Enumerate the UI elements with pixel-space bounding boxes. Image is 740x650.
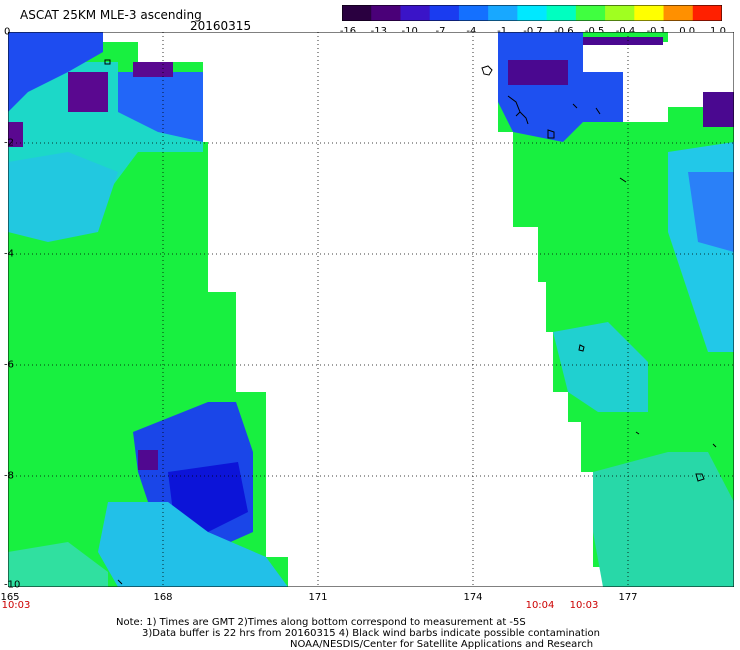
left-swath-purple-3 bbox=[8, 122, 23, 147]
colorbar-swatch bbox=[575, 5, 606, 21]
colorbar-swatch bbox=[342, 5, 372, 21]
map-title: ASCAT 25KM MLE-3 ascending bbox=[20, 8, 202, 22]
footer-note-2: 3)Data buffer is 22 hrs from 20160315 4)… bbox=[142, 628, 600, 639]
left-swath-darkblue-south bbox=[168, 462, 248, 532]
colorbar-swatch bbox=[458, 5, 489, 21]
colorbar-swatch bbox=[517, 5, 548, 21]
left-swath-cyan-south bbox=[98, 502, 288, 587]
left-swath-purple-2 bbox=[133, 62, 173, 77]
colorbar-swatch bbox=[634, 5, 665, 21]
left-swath-cyan-mid bbox=[8, 152, 118, 242]
colorbar-swatch bbox=[546, 5, 577, 21]
footer-credit: NOAA/NESDIS/Center for Satellite Applica… bbox=[290, 639, 594, 650]
colorbar-swatch bbox=[663, 5, 694, 21]
lat-label-4: -4 bbox=[4, 248, 14, 260]
right-swath-purple-top bbox=[583, 37, 663, 45]
right-swath-purple-ne bbox=[703, 92, 734, 127]
footer-note-1: Note: 1) Times are GMT 2)Times along bot… bbox=[116, 617, 526, 628]
colorbar-swatch bbox=[429, 5, 460, 21]
grid-lines bbox=[8, 32, 734, 587]
right-swath-blue-north bbox=[498, 32, 623, 142]
colorbar-swatch bbox=[371, 5, 401, 21]
map-date: 20160315 bbox=[190, 19, 252, 33]
time-label-right-1: 10:04 bbox=[525, 600, 555, 611]
left-swath-purple bbox=[68, 72, 108, 112]
lat-label-2: -2 bbox=[4, 137, 14, 149]
colorbar-swatch bbox=[488, 5, 518, 21]
time-label-right-2: 10:03 bbox=[569, 600, 599, 611]
left-swath-blue-north bbox=[8, 32, 103, 112]
left-swath-purple-south bbox=[138, 450, 158, 470]
lat-label-0: 0 bbox=[4, 26, 11, 38]
right-swath-cyan-mid bbox=[553, 322, 648, 412]
map-plot bbox=[8, 32, 734, 587]
right-swath-cyan-sw bbox=[593, 452, 734, 587]
lat-label-6: -6 bbox=[4, 359, 14, 371]
island-outlines bbox=[104, 59, 717, 585]
lon-label-171: 171 bbox=[308, 592, 328, 603]
lon-label-177: 177 bbox=[618, 592, 638, 603]
time-label-left: 10:03 bbox=[1, 600, 31, 611]
left-swath-cyan-west bbox=[8, 542, 108, 587]
left-swath bbox=[8, 32, 288, 587]
lat-label-10: -10 bbox=[4, 579, 21, 591]
colorbar bbox=[342, 5, 722, 21]
lon-label-168: 168 bbox=[153, 592, 173, 603]
left-swath-blue-2 bbox=[118, 72, 203, 142]
colorbar-swatch bbox=[605, 5, 635, 21]
right-swath-purple-north bbox=[508, 60, 568, 85]
lon-label-174: 174 bbox=[463, 592, 483, 603]
lat-label-8: -8 bbox=[4, 470, 14, 482]
right-swath bbox=[498, 32, 734, 587]
colorbar-swatch bbox=[400, 5, 431, 21]
right-swath-blue-east bbox=[688, 172, 734, 252]
colorbar-swatch bbox=[692, 5, 722, 21]
lon-label-165: 165 bbox=[0, 592, 20, 603]
